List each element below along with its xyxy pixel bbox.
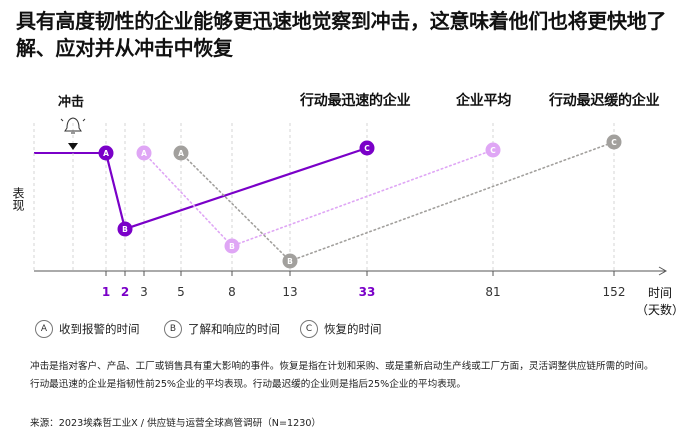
- point-label-0-c: C: [364, 144, 370, 153]
- x-tick-label-1: 1: [102, 285, 110, 299]
- x-tick-label-152: 152: [603, 285, 626, 299]
- x-axis-label: 时间: [648, 286, 672, 300]
- point-1-c: [485, 142, 501, 158]
- point-2-a: [173, 145, 189, 161]
- source-note: 来源：2023埃森哲工业X / 供应链与运营全球高管调研（N=1230）: [30, 418, 322, 429]
- bell-icon: [60, 117, 86, 134]
- footnote-quartiles: 行动最迅速的企业是指韧性前25%企业的平均表现。行动最迟缓的企业则是指后25%企…: [30, 379, 466, 390]
- key-a: A 收到报警的时间: [35, 320, 140, 338]
- key-a-badge: A: [35, 320, 53, 338]
- key-c-text: 恢复的时间: [324, 322, 382, 336]
- x-tick-label-3: 3: [140, 285, 148, 299]
- point-2-c: [606, 134, 622, 150]
- y-axis-label: 表现: [11, 187, 25, 212]
- point-label-2-b: B: [287, 257, 293, 266]
- point-label-1-b: B: [229, 242, 235, 251]
- x-tick-label-5: 5: [177, 285, 185, 299]
- point-label-0-b: B: [122, 225, 128, 234]
- x-tick-label-8: 8: [228, 285, 236, 299]
- point-label-2-c: C: [611, 138, 617, 147]
- key-b-badge: B: [164, 320, 182, 338]
- chart-title: 具有高度韧性的企业能够更迅速地觉察到冲击，这意味着他们也将更快地了解、应对并从冲…: [16, 9, 667, 60]
- shock-label: 冲击: [58, 94, 84, 110]
- key-c: C 恢复的时间: [300, 320, 382, 338]
- shock-marker-triangle: [68, 143, 78, 150]
- chart-plot: 冲击 表现 时间 （天数） 1 2 3 5 8 13 33 81 152 A B C A B C A B C: [11, 94, 684, 317]
- legend-fastest: 行动最迅速的企业: [300, 93, 411, 109]
- point-1-b: [224, 238, 240, 254]
- series-line-2: [180, 141, 615, 262]
- x-tick-label-2: 2: [121, 285, 129, 299]
- point-1-a: [136, 145, 152, 161]
- point-label-1-c: C: [490, 146, 496, 155]
- x-tick-label-81: 81: [485, 285, 500, 299]
- key-b: B 了解和响应的时间: [164, 320, 280, 338]
- x-tick-label-13: 13: [282, 285, 297, 299]
- legend-slowest: 行动最迟缓的企业: [549, 93, 660, 109]
- x-tick-label-33: 33: [359, 285, 376, 299]
- point-0-b: [117, 221, 133, 237]
- key-a-text: 收到报警的时间: [59, 322, 140, 336]
- footnote-definition: 冲击是指对客户、产品、工厂或销售具有重大影响的事件。恢复是指在计划和采购、或是重…: [30, 361, 654, 372]
- legend-average: 企业平均: [456, 93, 512, 109]
- point-label-0-a: A: [103, 149, 109, 158]
- x-axis-arrow: [658, 266, 668, 276]
- point-label-2-a: A: [178, 149, 184, 158]
- point-0-c: [359, 140, 375, 156]
- key-c-badge: C: [300, 320, 318, 338]
- x-axis-unit: （天数）: [636, 302, 684, 317]
- key-b-text: 了解和响应的时间: [188, 322, 280, 336]
- point-label-1-a: A: [141, 149, 147, 158]
- point-2-b: [282, 253, 298, 269]
- point-0-a: [98, 145, 114, 161]
